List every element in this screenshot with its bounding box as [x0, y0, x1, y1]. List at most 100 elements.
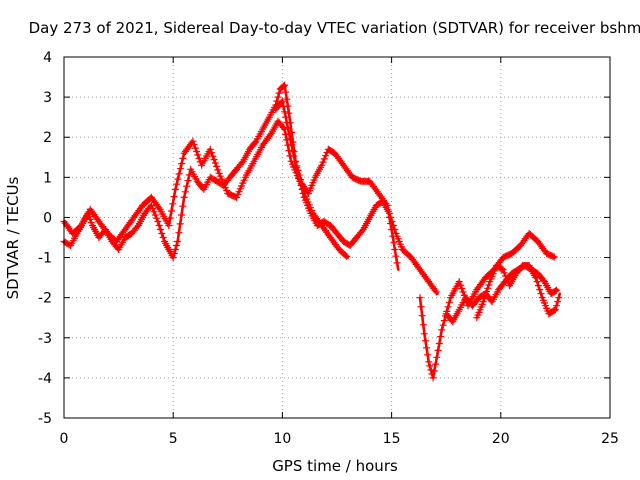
- plus-marker: [424, 351, 432, 359]
- series-track-3: [272, 97, 440, 296]
- plus-marker: [429, 374, 437, 382]
- plus-marker: [387, 213, 395, 221]
- x-tick-label: 10: [273, 431, 291, 447]
- plus-marker: [418, 312, 426, 320]
- plus-marker: [299, 189, 307, 197]
- series-track-4: [416, 230, 558, 382]
- plus-marker: [458, 285, 466, 292]
- plus-marker: [238, 159, 246, 167]
- plus-marker: [536, 286, 544, 294]
- plus-marker: [195, 154, 203, 162]
- plus-marker: [151, 211, 159, 219]
- x-tick-label: 25: [601, 431, 619, 447]
- plus-marker: [174, 175, 182, 183]
- y-tick-label: 3: [43, 90, 52, 106]
- plus-marker: [169, 200, 177, 208]
- plus-marker: [170, 193, 178, 201]
- plus-marker: [174, 238, 182, 245]
- plus-marker: [423, 344, 430, 352]
- plus-marker: [419, 321, 427, 329]
- plus-marker: [291, 158, 299, 166]
- plus-marker: [390, 239, 398, 247]
- chart-title: Day 273 of 2021, Sidereal Day-to-day VTE…: [29, 19, 640, 37]
- plus-marker: [283, 95, 291, 103]
- plus-marker: [149, 205, 157, 213]
- plus-marker: [430, 367, 438, 375]
- x-tick-label: 15: [383, 431, 401, 447]
- plus-marker: [455, 278, 463, 286]
- plus-marker: [165, 222, 173, 229]
- plus-marker: [358, 227, 366, 235]
- plus-marker: [550, 253, 558, 261]
- plus-marker: [484, 284, 492, 292]
- plus-marker: [280, 103, 287, 110]
- plus-marker: [479, 298, 487, 306]
- plus-marker: [266, 131, 274, 139]
- plus-marker: [498, 265, 506, 273]
- plus-marker: [297, 181, 305, 189]
- plus-marker: [282, 88, 290, 96]
- plus-marker: [147, 201, 155, 209]
- plus-marker: [173, 242, 180, 249]
- plus-marker: [153, 214, 161, 222]
- plus-marker: [417, 303, 425, 311]
- plus-marker: [553, 302, 560, 310]
- plus-marker: [533, 278, 541, 286]
- plus-marker: [553, 286, 560, 294]
- y-tick-label: -1: [38, 251, 52, 267]
- plus-marker: [388, 218, 396, 225]
- y-tick-label: -2: [38, 291, 52, 307]
- plus-marker: [432, 360, 440, 368]
- x-axis-label: GPS time / hours: [272, 457, 398, 475]
- plus-marker: [284, 124, 292, 132]
- plus-marker: [275, 89, 283, 97]
- series-track-6: [442, 262, 560, 326]
- plus-marker: [159, 234, 167, 241]
- plus-marker: [157, 226, 164, 233]
- plus-marker: [432, 288, 440, 296]
- plus-marker: [322, 152, 330, 160]
- plus-marker: [184, 177, 192, 184]
- plus-marker: [274, 93, 282, 101]
- plus-marker: [280, 82, 287, 90]
- plus-marker: [290, 152, 298, 160]
- plus-marker: [171, 246, 179, 253]
- plot-area-frame: [63, 56, 611, 419]
- plus-marker: [179, 202, 187, 210]
- plus-marker: [213, 162, 221, 170]
- plus-marker: [166, 214, 174, 222]
- plus-marker: [341, 251, 349, 259]
- plus-marker: [210, 156, 218, 164]
- plus-marker: [433, 353, 441, 361]
- plus-marker: [318, 161, 326, 169]
- plus-marker: [155, 204, 163, 212]
- plus-marker: [278, 97, 286, 105]
- plus-marker: [171, 185, 179, 193]
- plus-marker: [281, 81, 289, 89]
- x-tick-label: 0: [60, 431, 69, 447]
- plus-marker: [392, 252, 400, 260]
- plus-marker: [214, 166, 222, 174]
- plus-marker: [206, 145, 214, 153]
- series-group: [60, 81, 563, 382]
- plus-marker: [281, 108, 289, 116]
- plus-marker: [169, 254, 177, 262]
- plus-marker: [500, 269, 508, 277]
- plus-marker: [295, 173, 303, 181]
- plus-marker: [277, 99, 285, 106]
- plus-marker: [209, 152, 217, 160]
- plus-marker: [440, 317, 448, 325]
- plus-marker: [175, 170, 183, 178]
- plus-marker: [173, 180, 181, 188]
- y-tick-label: -4: [38, 371, 52, 387]
- x-tick-label: 5: [169, 431, 178, 447]
- plus-marker: [87, 219, 95, 226]
- plus-marker: [287, 141, 295, 149]
- plus-marker: [183, 182, 191, 190]
- plus-marker: [285, 109, 293, 117]
- plus-marker: [189, 137, 197, 145]
- plus-marker: [459, 288, 467, 296]
- plus-marker: [289, 146, 297, 154]
- plus-marker: [158, 230, 166, 237]
